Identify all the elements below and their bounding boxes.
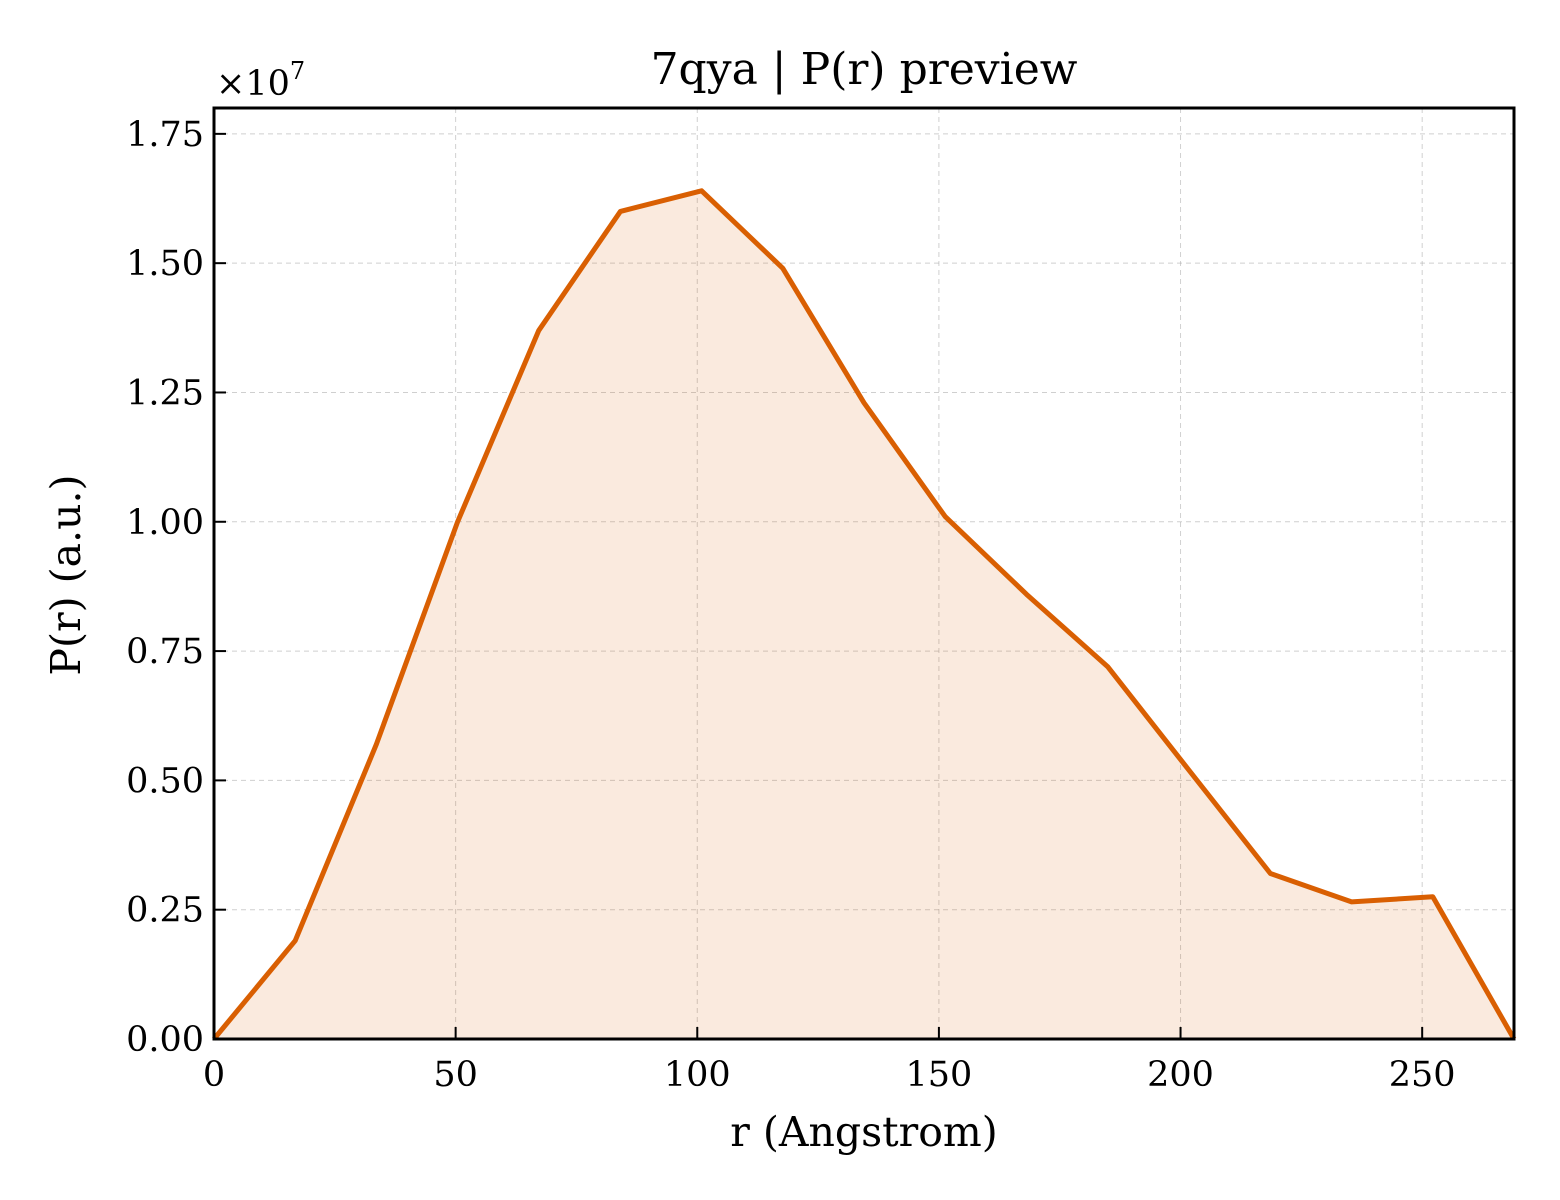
y-tick-label: 0.25 [126,891,204,931]
y-tick-label: 1.75 [126,115,204,155]
x-tick-label: 150 [906,1055,973,1095]
x-tick-label: 200 [1147,1055,1214,1095]
x-axis-label: r (Angstrom) [730,1108,998,1156]
line-layer [212,188,1517,1041]
tick-layer: 0 50 100 150 200 250 0.00 0.25 0.50 0.75 1.00 1.25 1… [126,115,1456,1095]
x-tick-label: 0 [203,1055,225,1095]
y-axis-label: P(r) (a.u.) [42,474,90,675]
y-offset-exponent: 7 [290,57,305,85]
y-tick-label: 1.50 [126,244,204,284]
plot-frame [212,106,1516,1041]
series-area-fill [214,190,1514,1040]
y-tick-label: 0.50 [126,761,204,801]
series-line [212,188,1517,1041]
x-tick-label: 100 [664,1055,731,1095]
y-tick-label: 1.25 [126,373,204,413]
y-offset-base: ×10 [216,64,290,104]
area-layer [214,190,1514,1040]
y-tick-label: 0.00 [126,1020,204,1060]
label-layer: 7qya | P(r) preview r (Angstrom) P(r) (a… [42,44,1078,1156]
x-tick-label: 250 [1389,1055,1456,1095]
y-tick-label: 0.75 [126,632,204,672]
y-axis-offset-label: ×107 [216,57,305,104]
x-tick-label: 50 [433,1055,478,1095]
chart-title: 7qya | P(r) preview [651,44,1078,95]
y-tick-label: 1.00 [126,503,204,543]
